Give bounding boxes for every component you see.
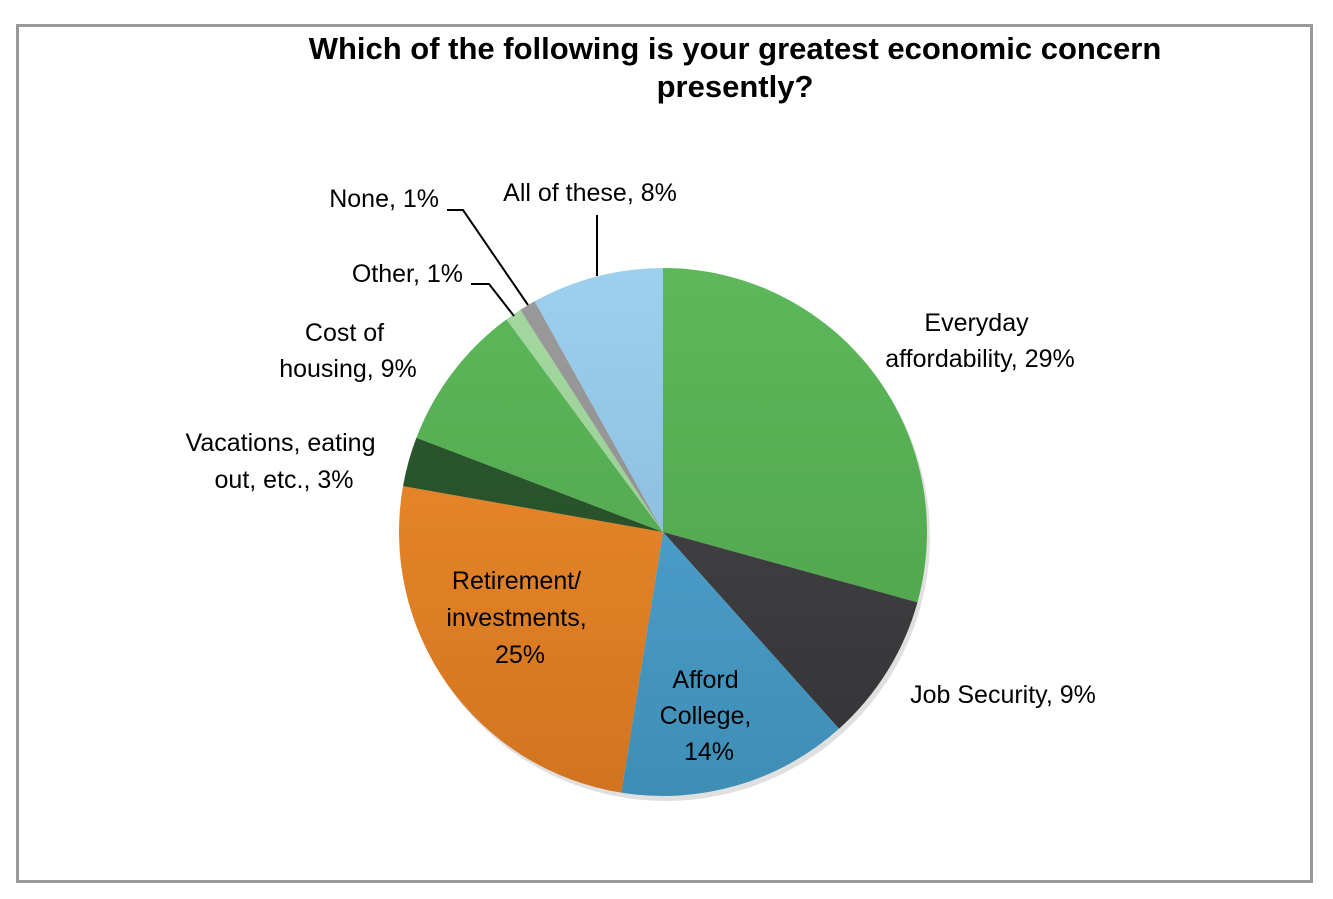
label-all-of-these: All of these, 8% — [503, 179, 677, 207]
label-none: None, 1% — [329, 185, 439, 213]
leader-line-none — [447, 209, 529, 306]
label-other: Other, 1% — [352, 260, 463, 288]
pie-slice-retirement-investments — [399, 486, 663, 793]
pie-slice-afford-college — [621, 532, 840, 796]
pie-slice-none — [520, 301, 663, 532]
label-cost-of-housing: Cost of housing, 9% — [279, 319, 417, 383]
data-labels: Everyday affordability, 29% Job Security… — [186, 179, 1096, 766]
pie-slice-all-of-these — [534, 268, 663, 532]
leader-lines — [447, 209, 598, 317]
pie-slice-job-security — [663, 532, 918, 729]
label-vacations: Vacations, eating out, etc., 3% — [186, 429, 383, 494]
label-afford-college: Afford College, 14% — [660, 666, 759, 766]
pie-slice-cost-of-housing — [416, 319, 663, 532]
pie-slice-vacations-eating-out-etc — [403, 437, 663, 532]
pie-slice-other — [506, 309, 663, 532]
leader-line-other — [471, 283, 515, 317]
label-everyday-affordability: Everyday affordability, 29% — [885, 309, 1074, 373]
pie-slices — [399, 268, 927, 796]
label-job-security: Job Security, 9% — [910, 681, 1096, 709]
pie-slice-everyday-affordability — [663, 268, 927, 603]
chart-title-line-2: presently? — [656, 69, 814, 104]
chart-title-line-1: Which of the following is your greatest … — [308, 31, 1162, 66]
chart-title: Which of the following is your greatest … — [230, 30, 1240, 106]
label-retirement-investments: Retirement/ investments, 25% — [446, 567, 593, 669]
